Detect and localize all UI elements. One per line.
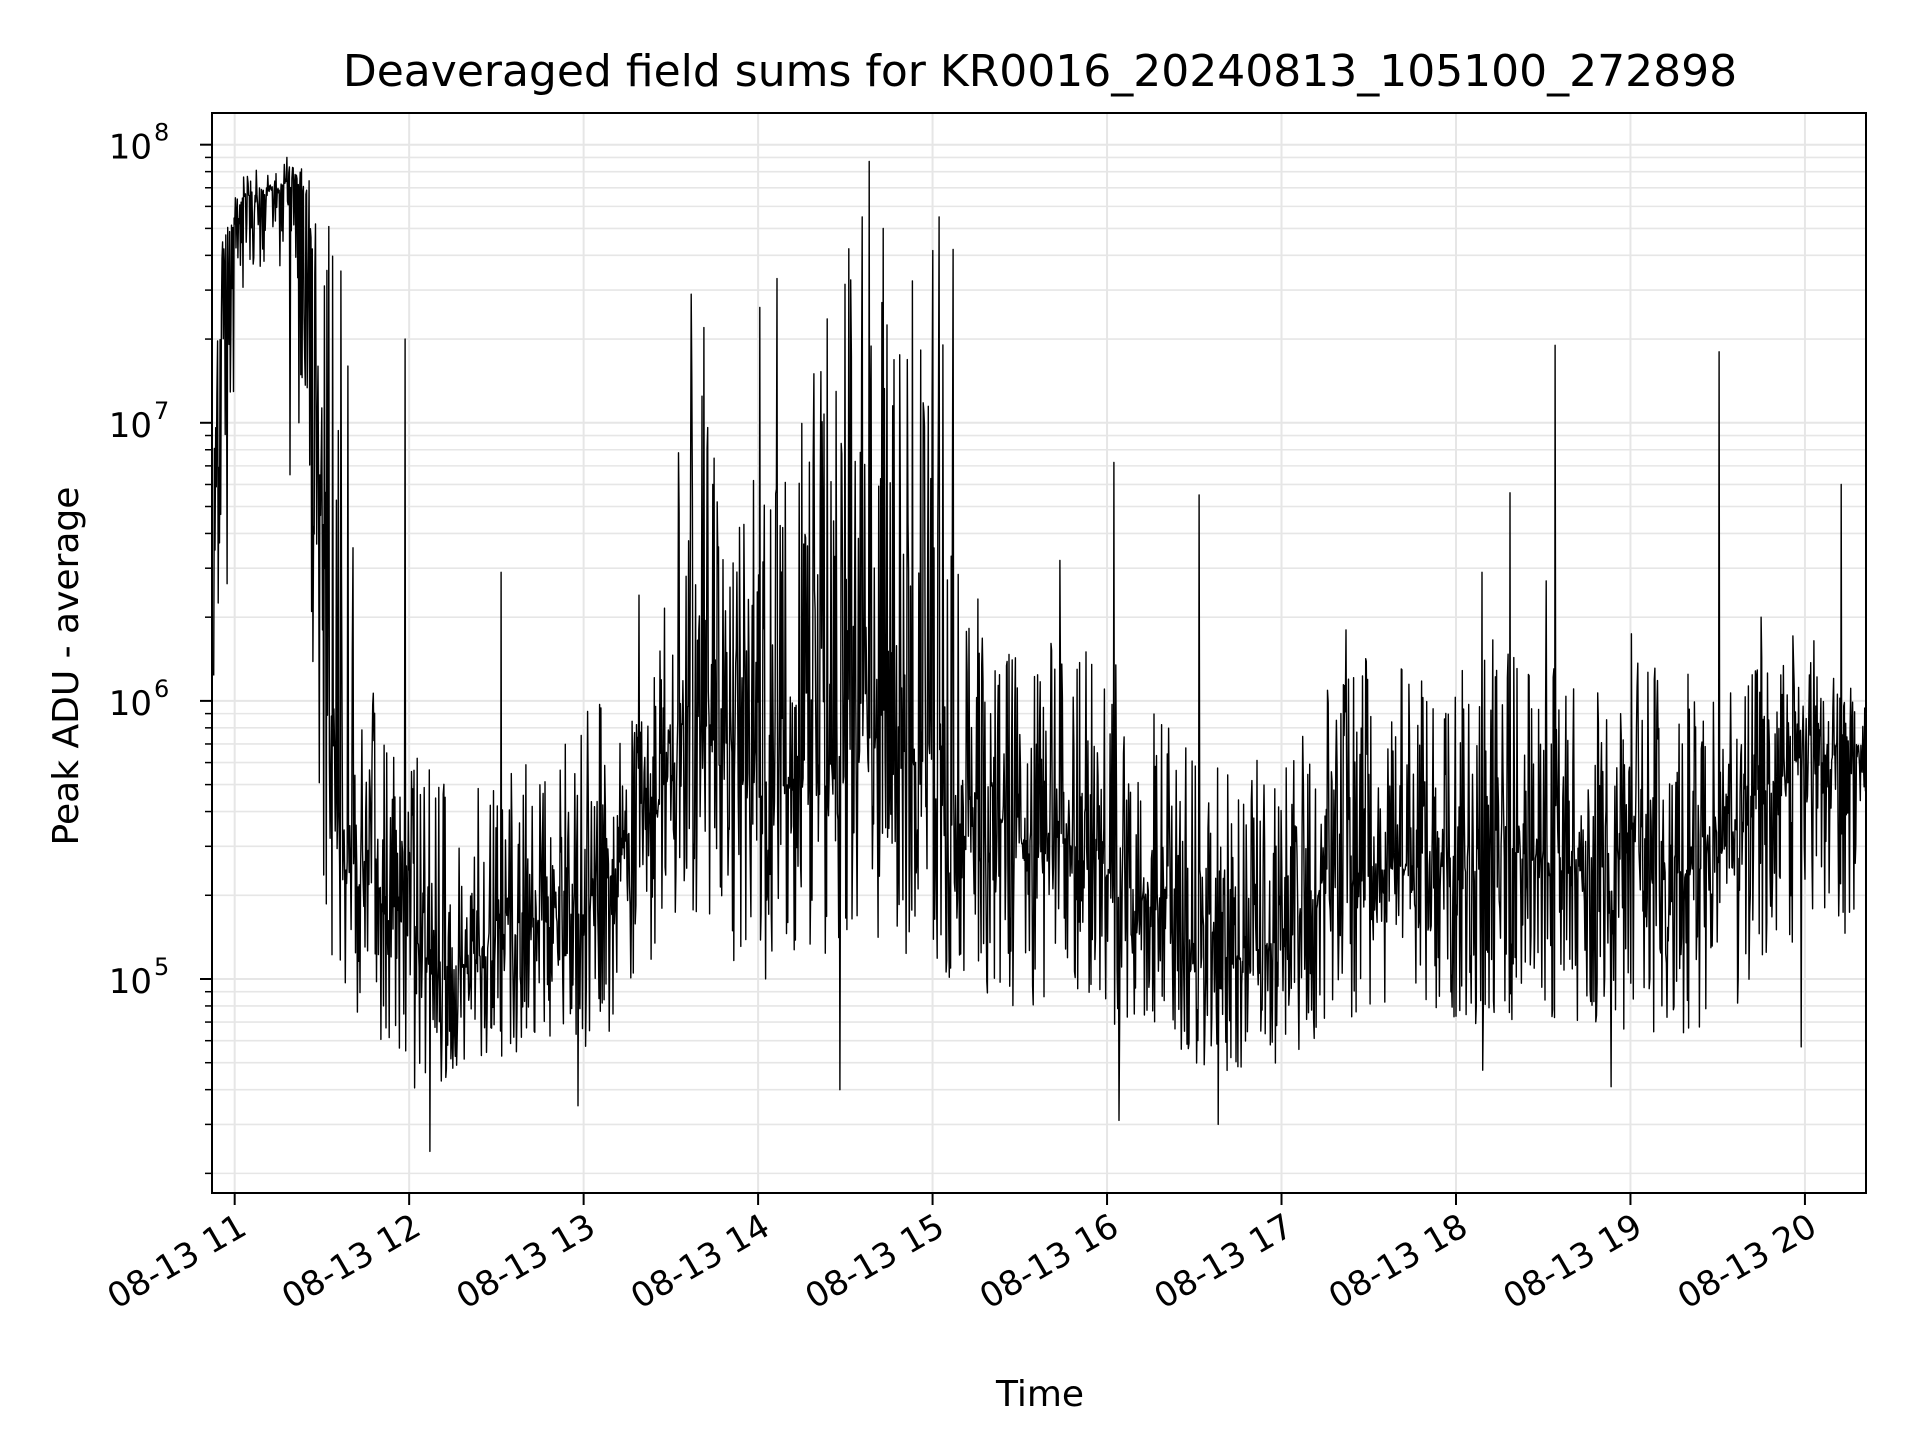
y-tick-label: 10 (109, 962, 152, 1002)
y-tick-exponent: 5 (154, 953, 169, 981)
y-tick-exponent: 7 (154, 397, 169, 425)
series-line (213, 156, 1867, 1153)
series-group (213, 156, 1867, 1153)
y-tick-label: 10 (109, 406, 152, 446)
y-axis-title: Peak ADU - average (46, 487, 87, 846)
x-axis-title: Time (995, 1374, 1084, 1415)
y-tick-exponent: 8 (154, 119, 169, 147)
y-tick-label: 10 (109, 128, 152, 168)
plot-frame (211, 112, 1867, 1194)
y-tick-exponent: 6 (154, 675, 169, 703)
y-tick-label: 10 (109, 684, 152, 724)
chart-title: Deaveraged field sums for KR0016_2024081… (343, 46, 1737, 97)
